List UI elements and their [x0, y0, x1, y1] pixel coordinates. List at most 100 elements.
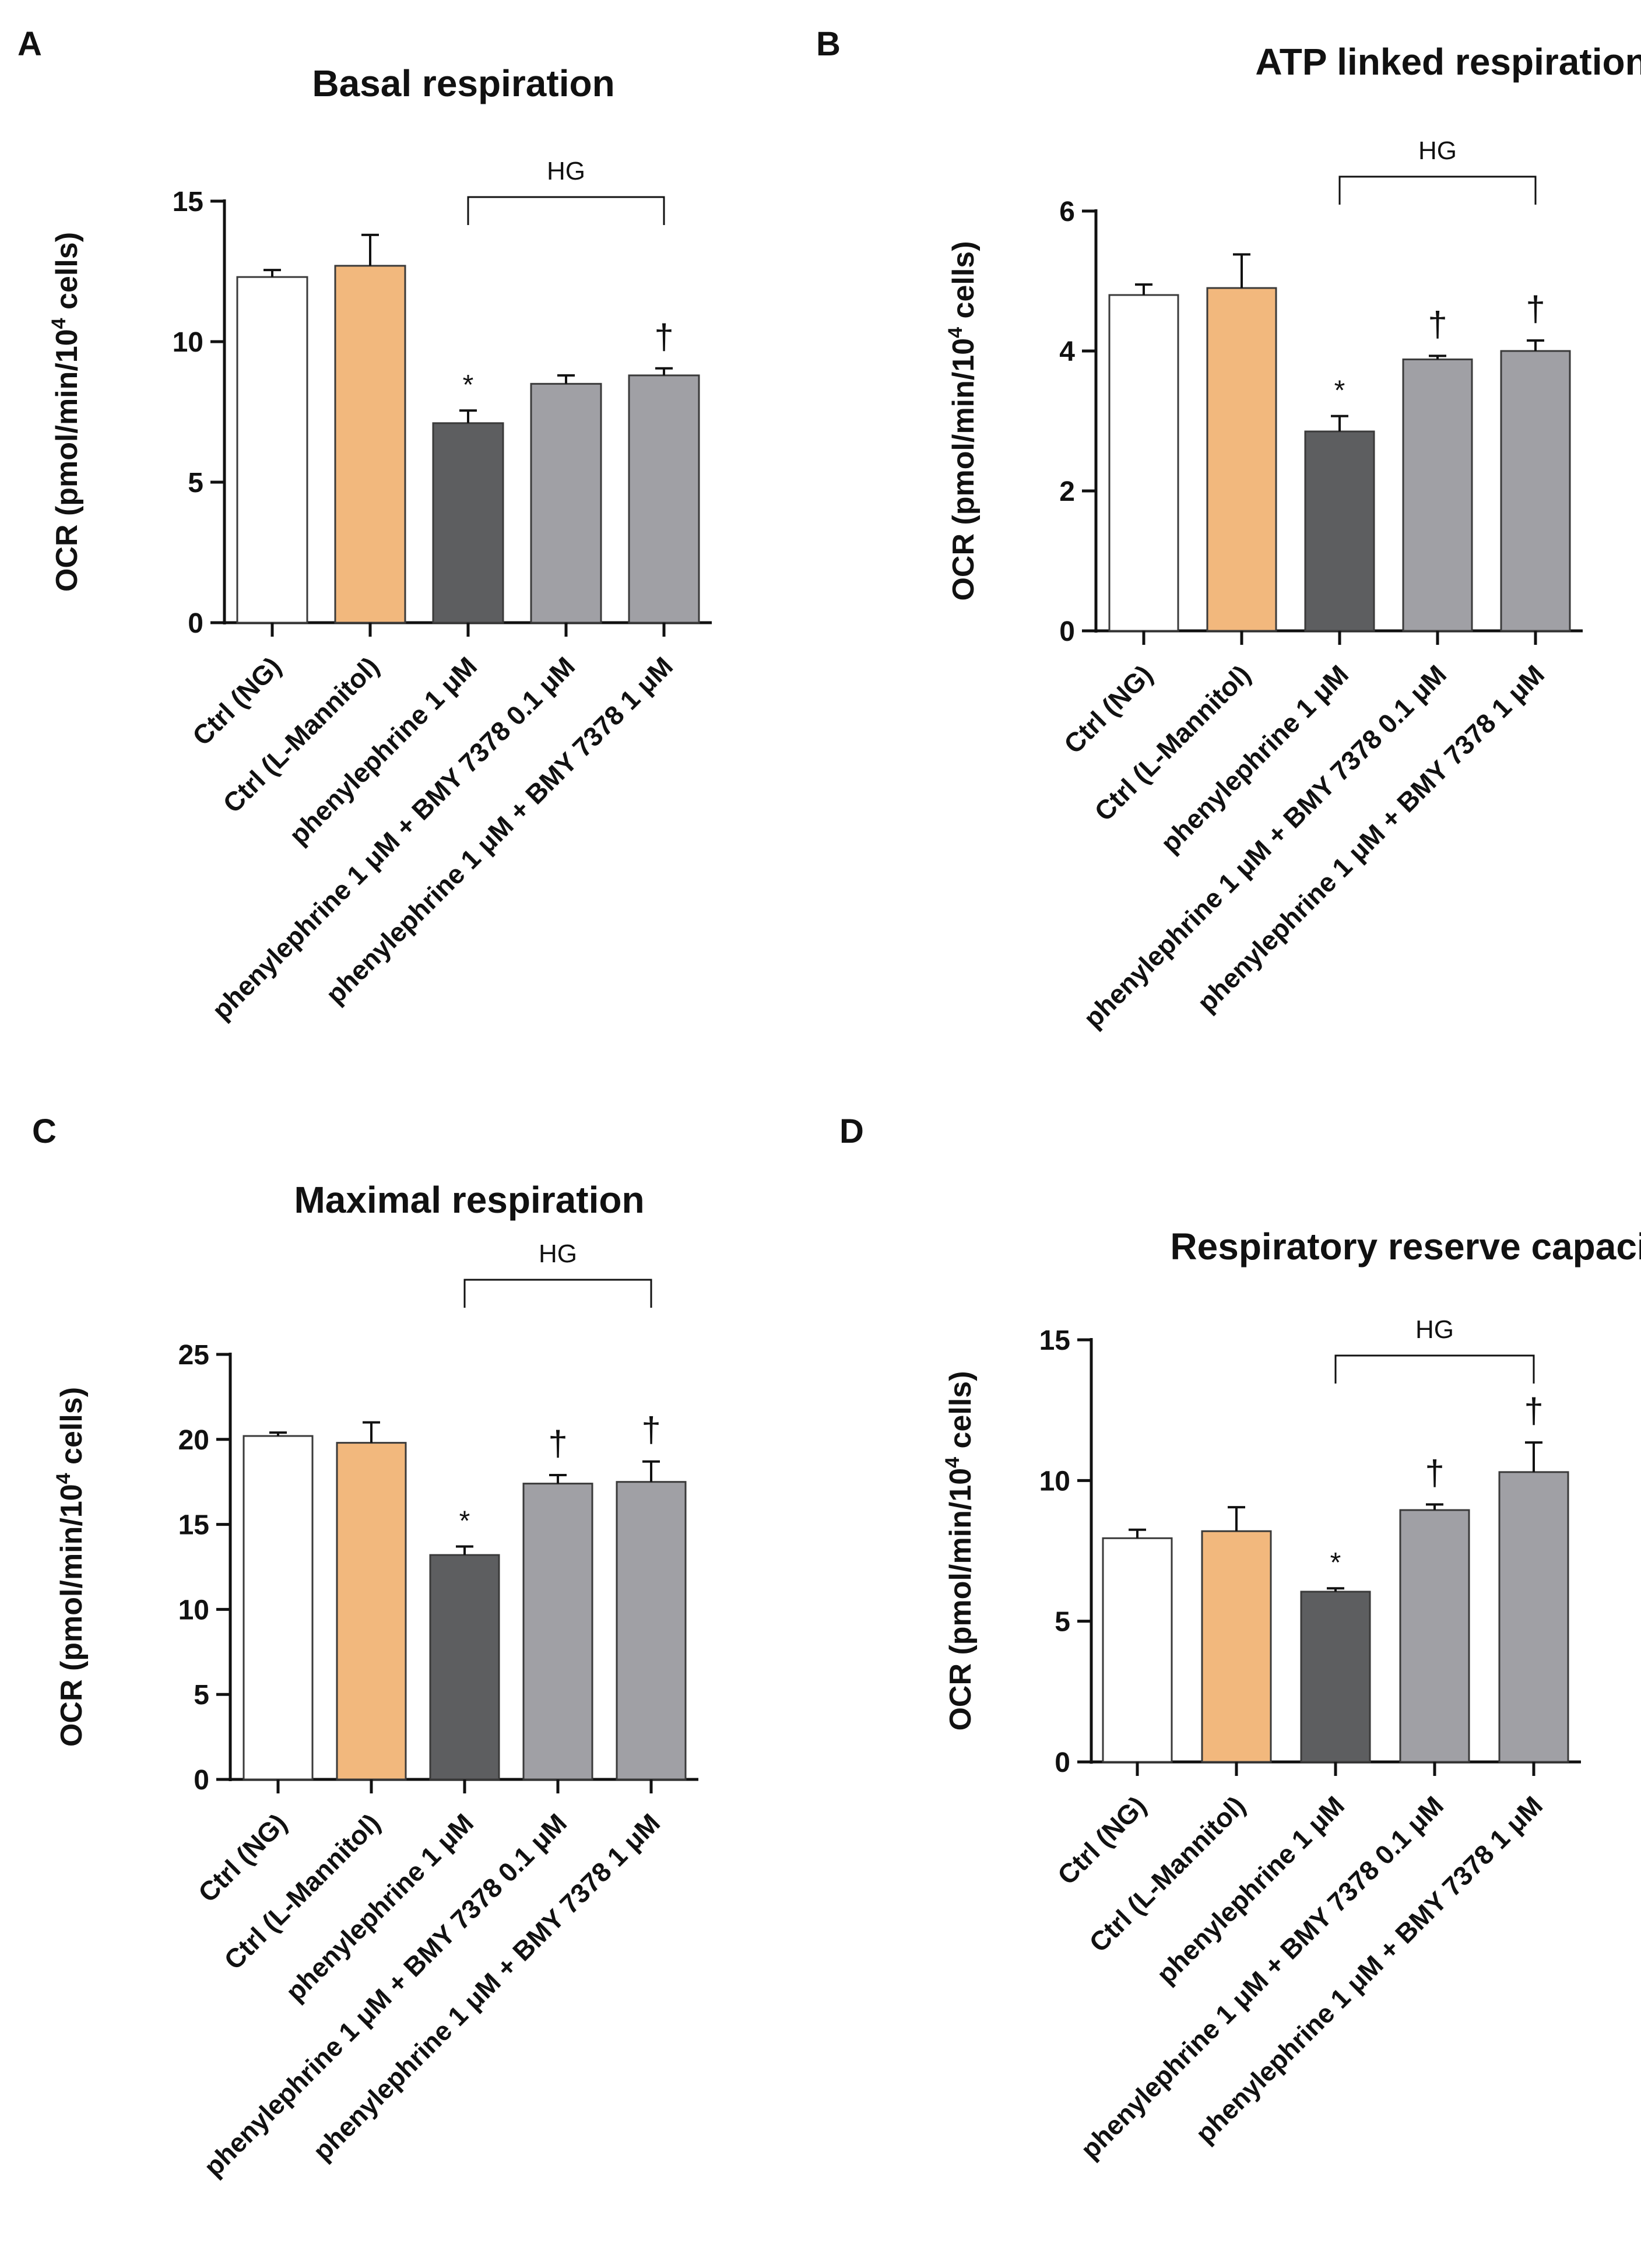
- significance-marker: *: [1330, 1547, 1341, 1578]
- bar: [336, 1442, 407, 1781]
- y-axis-label-suffix: cells): [55, 1387, 89, 1473]
- significance-marker: †: [1524, 1391, 1543, 1430]
- category-label: phenylephrine 1 μM: [283, 651, 483, 850]
- y-tick-label: 6: [1059, 196, 1075, 227]
- y-axis-label-prefix: OCR (pmol/min/10: [947, 338, 981, 601]
- bar: [1201, 1530, 1272, 1763]
- category-label: phenylephrine 1 μM: [280, 1807, 479, 2007]
- y-axis-label-suffix: cells): [947, 241, 981, 326]
- significance-marker: †: [1526, 289, 1545, 328]
- y-axis-label-prefix: OCR (pmol/min/10: [944, 1468, 978, 1731]
- y-tick-label: 0: [1059, 616, 1075, 647]
- chart-title: Respiratory reserve capacity: [1170, 1226, 1641, 1268]
- bar: [432, 422, 504, 624]
- bar: [236, 276, 308, 624]
- bar: [243, 1435, 314, 1781]
- y-axis-label-superscript: 4: [48, 318, 70, 329]
- hg-bracket: [467, 196, 665, 225]
- category-label: phenylephrine 1 μM: [1155, 659, 1354, 858]
- panel-a: A Basal respiration OCR (pmol/min/104 cell…: [17, 25, 712, 1026]
- category-label: Ctrl (L-Mannitol): [218, 1807, 386, 1975]
- y-axis-label-prefix: OCR (pmol/min/10: [50, 329, 84, 592]
- significance-marker: †: [548, 1424, 567, 1463]
- panel-label: A: [17, 25, 42, 63]
- category-label: Ctrl (NG): [187, 651, 287, 751]
- category-label: Ctrl (NG): [192, 1807, 293, 1908]
- significance-marker: *: [459, 1506, 470, 1537]
- bar: [429, 1554, 500, 1781]
- y-tick-label: 0: [194, 1765, 209, 1796]
- hg-bracket: [1338, 175, 1537, 205]
- chart-title: ATP linked respiration: [1255, 41, 1641, 83]
- y-axis-label-suffix: cells): [944, 1371, 978, 1456]
- panel-label: C: [32, 1112, 57, 1150]
- y-tick-label: 10: [178, 1595, 209, 1625]
- bar: [1206, 287, 1277, 632]
- chart-title: Maximal respiration: [294, 1179, 644, 1221]
- category-label: Ctrl (NG): [1058, 659, 1158, 759]
- hg-bracket-label: HG: [1415, 1315, 1454, 1344]
- bar: [1498, 1471, 1569, 1763]
- bar: [1402, 358, 1473, 632]
- category-label: phenylephrine 1 μM + BMY 7378 1 μM: [307, 1807, 666, 2167]
- bar: [616, 1481, 687, 1781]
- category-label: phenylephrine 1 μM + BMY 7378 0.1 μM: [1074, 1790, 1449, 2165]
- category-label: phenylephrine 1 μM + BMY 7378 1 μM: [1190, 1790, 1549, 2149]
- y-tick-label: 15: [1039, 1325, 1070, 1356]
- y-tick-label: 20: [178, 1425, 209, 1456]
- category-label: phenylephrine 1 μM + BMY 7378 1 μM: [1192, 659, 1551, 1018]
- hg-bracket-label: HG: [1418, 136, 1457, 165]
- y-axis-label: OCR (pmol/min/104 cells): [944, 241, 981, 601]
- y-tick-label: 5: [194, 1680, 209, 1711]
- bar: [522, 1483, 593, 1781]
- y-axis-label: OCR (pmol/min/104 cells): [52, 1387, 89, 1747]
- y-tick-label: 15: [173, 187, 203, 217]
- panel-d: D Respiratory reserve capacity OCR (pmol/m…: [839, 1112, 1641, 2165]
- significance-marker: †: [641, 1410, 660, 1449]
- bar: [1399, 1509, 1470, 1763]
- significance-marker: †: [654, 317, 673, 356]
- hg-bracket-label: HG: [547, 157, 585, 185]
- category-label: phenylephrine 1 μM + BMY 7378 0.1 μM: [1077, 659, 1452, 1034]
- y-tick-label: 10: [1039, 1466, 1070, 1497]
- significance-marker: *: [1334, 375, 1345, 406]
- y-axis-label-suffix: cells): [50, 232, 84, 318]
- y-tick-label: 10: [173, 327, 203, 358]
- hg-bracket-label: HG: [539, 1240, 577, 1268]
- bar: [1500, 350, 1571, 632]
- bar: [1108, 294, 1179, 632]
- y-axis-label-superscript: 4: [52, 1473, 75, 1484]
- bar: [334, 265, 406, 624]
- category-label: phenylephrine 1 μM: [1151, 1790, 1350, 1989]
- bar: [628, 374, 700, 624]
- bar: [1102, 1537, 1173, 1763]
- y-tick-label: 4: [1059, 336, 1075, 367]
- category-label: phenylephrine 1 μM + BMY 7378 1 μM: [320, 651, 679, 1010]
- panel-c: C Maximal respiration OCR (pmol/min/104 ce…: [32, 1112, 698, 2182]
- bar: [530, 382, 602, 624]
- y-tick-label: 5: [1055, 1607, 1070, 1638]
- panel-label: D: [839, 1112, 864, 1150]
- chart-title: Basal respiration: [312, 62, 614, 104]
- bar: [1300, 1591, 1371, 1763]
- significance-marker: *: [463, 370, 474, 401]
- y-tick-label: 5: [188, 468, 203, 498]
- category-label: Ctrl (NG): [1052, 1790, 1152, 1890]
- y-tick-label: 0: [188, 608, 203, 639]
- y-tick-label: 0: [1055, 1747, 1070, 1778]
- y-axis-label-superscript: 4: [941, 1457, 964, 1468]
- y-tick-label: 2: [1059, 476, 1075, 507]
- significance-marker: †: [1425, 1453, 1444, 1492]
- y-tick-label: 15: [178, 1510, 209, 1541]
- category-label: phenylephrine 1 μM + BMY 7378 0.1 μM: [206, 651, 581, 1026]
- bar: [1304, 430, 1375, 632]
- y-axis-label-superscript: 4: [944, 327, 967, 338]
- panel-label: B: [816, 25, 841, 63]
- hg-bracket: [463, 1279, 652, 1308]
- hg-bracket: [1334, 1354, 1535, 1384]
- y-axis-label: OCR (pmol/min/104 cells): [941, 1371, 978, 1730]
- y-tick-label: 25: [178, 1340, 209, 1371]
- y-axis-label-prefix: OCR (pmol/min/10: [55, 1484, 89, 1747]
